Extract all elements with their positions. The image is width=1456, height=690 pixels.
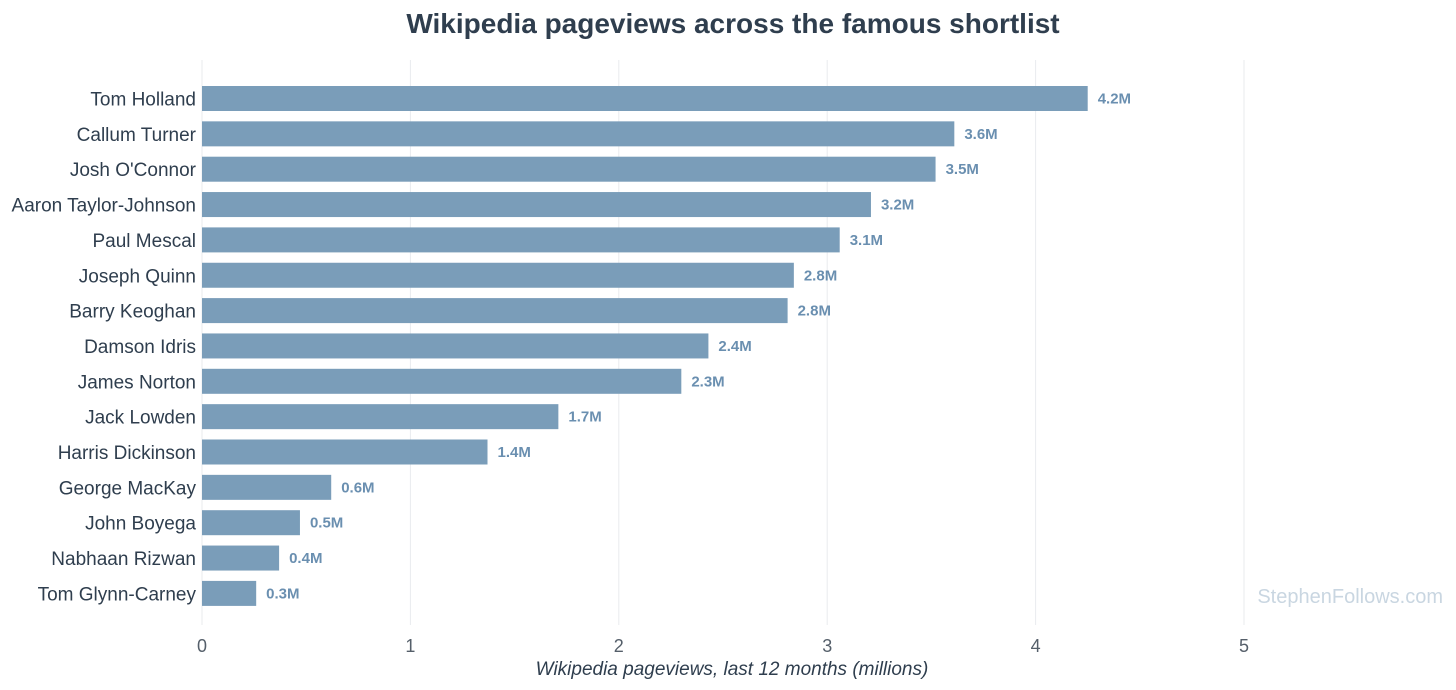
value-label: 4.2M	[1098, 91, 1131, 108]
bar	[202, 227, 840, 253]
bar	[202, 86, 1088, 111]
bar	[202, 192, 871, 218]
category-label: Aaron Taylor-Johnson	[12, 196, 196, 217]
value-label: 1.7M	[568, 409, 601, 426]
value-label: 3.5M	[946, 161, 979, 178]
category-label: Nabhaan Rizwan	[51, 549, 196, 570]
x-tick-label: 0	[197, 636, 207, 656]
category-label: Tom Glynn-Carney	[38, 584, 197, 605]
chart-title: Wikipedia pageviews across the famous sh…	[406, 8, 1059, 39]
value-label: 2.8M	[804, 267, 837, 284]
x-tick-label: 4	[1031, 636, 1041, 656]
bar	[202, 121, 955, 147]
category-label: Harris Dickinson	[58, 443, 196, 464]
bar	[202, 510, 300, 536]
value-label: 0.6M	[341, 479, 374, 496]
category-label: George MacKay	[59, 478, 197, 499]
category-label: Tom Holland	[90, 90, 196, 111]
watermark-text: StephenFollows.com	[1257, 586, 1443, 608]
x-axis-title: Wikipedia pageviews, last 12 months (mil…	[536, 659, 929, 680]
value-label: 2.8M	[798, 303, 831, 320]
value-labels: 4.2M 3.6M 3.5M 3.2M 3.1M 2.8M 2.8M 2.4M 2.3M 1.7M…	[266, 91, 1131, 603]
bar	[202, 439, 488, 465]
bar	[202, 580, 257, 606]
value-label: 2.4M	[718, 338, 751, 355]
bar	[202, 262, 794, 288]
value-label: 0.3M	[266, 585, 299, 602]
x-tick-label: 5	[1239, 636, 1249, 656]
category-label: Paul Mescal	[93, 231, 197, 252]
bar	[202, 333, 709, 359]
bar	[202, 474, 332, 500]
category-label: John Boyega	[85, 514, 196, 535]
bar	[202, 545, 280, 571]
value-label: 0.5M	[310, 515, 343, 532]
x-tick-label: 1	[405, 636, 415, 656]
category-label: Josh O'Connor	[70, 160, 197, 181]
x-axis-ticks: 0 1 2 3 4 5	[197, 636, 1249, 656]
category-label: Jack Lowden	[85, 408, 196, 429]
x-tick-label: 3	[822, 636, 832, 656]
value-label: 3.1M	[850, 232, 883, 249]
value-label: 2.3M	[691, 373, 724, 390]
value-label: 0.4M	[289, 550, 322, 567]
bars	[202, 86, 1088, 606]
x-tick-label: 2	[614, 636, 624, 656]
bar	[202, 404, 559, 430]
category-label: Callum Turner	[77, 125, 197, 146]
category-label: James Norton	[78, 372, 196, 393]
bar	[202, 368, 682, 394]
bar	[202, 298, 788, 324]
bar	[202, 156, 936, 182]
category-labels: Tom Holland Callum Turner Josh O'Connor Aar…	[12, 90, 197, 606]
category-label: Damson Idris	[84, 337, 196, 358]
value-label: 1.4M	[498, 444, 531, 461]
category-label: Joseph Quinn	[79, 266, 196, 287]
category-label: Barry Keoghan	[69, 302, 196, 323]
value-label: 3.2M	[881, 197, 914, 214]
value-label: 3.6M	[964, 126, 997, 143]
